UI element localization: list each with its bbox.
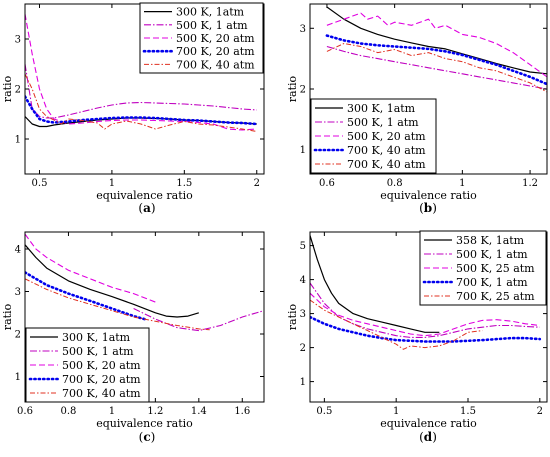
legend-label: 500 K, 1 atm: [456, 248, 528, 261]
y-tick-label: 3: [300, 309, 306, 320]
legend-label: 358 K, 1atm: [456, 234, 525, 247]
x-tick-label: 0.6: [17, 406, 33, 417]
y-tick-label: 1: [300, 145, 306, 156]
series-line-5: [310, 299, 483, 350]
series-group: [325, 6, 547, 93]
legend-label: 300 K, 1atm: [176, 6, 245, 19]
x-tick-label: 1.4: [191, 406, 207, 417]
panel-caption: (b): [419, 201, 437, 215]
y-tick-label: 2: [15, 330, 21, 341]
y-axis-label: ratio: [286, 303, 299, 330]
y-tick-label: 5: [300, 241, 306, 252]
y-tick-label: 1: [15, 135, 21, 146]
y-tick-label: 4: [300, 275, 306, 286]
series-line-3: [25, 233, 156, 303]
legend-label: 500 K, 20 atm: [347, 130, 426, 143]
x-tick-label: 2: [254, 178, 260, 189]
y-axis-label: ratio: [286, 75, 299, 102]
series-line-2: [25, 63, 257, 119]
y-tick-label: 2: [300, 85, 306, 96]
x-tick-label: 1: [109, 178, 115, 189]
series-line-5: [326, 43, 547, 93]
y-tick-label: 1: [15, 372, 21, 383]
legend-label: 700 K, 40 atm: [347, 158, 426, 171]
y-tick-label: 1: [300, 377, 306, 388]
y-tick-label: 2: [300, 343, 306, 354]
legend-label: 700 K, 20 atm: [62, 373, 141, 386]
legend-label: 700 K, 40 atm: [62, 387, 141, 400]
x-axis-label: equivalence ratio: [96, 417, 193, 430]
series-line-3: [326, 12, 547, 78]
series-line-1: [326, 6, 547, 75]
legend-label: 500 K, 20 atm: [62, 359, 141, 372]
chart-panel-c: 0.6 0.8 1 1.2 1.4 1.6 1 2 3 4 equivalence ratio rat…: [1, 231, 265, 444]
legend-label: 500 K, 1 atm: [176, 19, 248, 32]
panel-caption: (d): [419, 430, 437, 444]
x-tick-label: 1.5: [460, 406, 476, 417]
legend-label: 500 K, 25 atm: [456, 262, 535, 275]
x-tick-label: 0.5: [32, 178, 48, 189]
panel-caption: (a): [138, 201, 155, 215]
series-line-1: [310, 235, 440, 333]
x-axis-label: equivalence ratio: [380, 417, 477, 430]
legend-label: 700 K, 40 atm: [347, 144, 426, 157]
x-axis-label: equivalence ratio: [380, 189, 477, 202]
x-tick-label: 0.5: [316, 406, 332, 417]
series-line-5: [25, 278, 210, 331]
legend-label: 700 K, 25 atm: [456, 290, 535, 303]
y-axis-label: ratio: [1, 303, 14, 330]
y-tick-label: 3: [15, 287, 21, 298]
legend-box: [25, 327, 150, 403]
series-group: [25, 233, 264, 332]
x-tick-label: 0.8: [387, 178, 403, 189]
series-line-3: [25, 13, 257, 131]
series-line-2: [133, 308, 264, 332]
series-line-4: [325, 34, 547, 86]
x-tick-label: 1.2: [522, 178, 538, 189]
legend-label: 300 K, 1atm: [347, 102, 416, 115]
legend-box: [139, 2, 264, 74]
x-tick-label: 0.8: [61, 406, 77, 417]
series-line-3: [310, 292, 540, 337]
series-line-4: [25, 95, 259, 126]
chart-panel-d: 0.5 1 1.5 2 1 2 3 4 5 equivalence ratio ratio 358 K…: [286, 230, 548, 444]
series-line-2: [326, 45, 547, 90]
series-line-1: [25, 244, 199, 318]
legend-box: [310, 98, 437, 174]
chart-panel-b: 0.6 0.8 1 1.2 1 2 3 equivalence ratio ratio 300 K…: [286, 3, 548, 215]
legend-label: 300 K, 1atm: [62, 331, 131, 344]
x-tick-label: 0.6: [319, 178, 335, 189]
y-tick-label: 3: [300, 24, 306, 35]
legend-box: [419, 230, 547, 306]
x-tick-label: 1: [459, 178, 465, 189]
chart-panel-a: 0.5 1 1.5 2 1 2 3 equivalence ratio ratio 300 K, …: [1, 2, 265, 215]
y-tick-label: 4: [15, 245, 21, 256]
x-tick-label: 1: [109, 406, 115, 417]
y-tick-label: 2: [15, 85, 21, 96]
x-tick-label: 1.2: [147, 406, 163, 417]
x-axis-label: equivalence ratio: [96, 189, 193, 202]
series-line-4: [25, 271, 146, 321]
y-tick-label: 3: [15, 35, 21, 46]
legend-label: 500 K, 1 atm: [62, 345, 134, 358]
series-line-4: [310, 315, 542, 343]
legend-label: 700 K, 20 atm: [176, 45, 255, 58]
x-tick-label: 1: [393, 406, 399, 417]
x-tick-label: 1.5: [176, 178, 192, 189]
panel-caption: (c): [139, 430, 156, 444]
series-group: [310, 235, 542, 350]
legend-label: 500 K, 1 atm: [347, 116, 419, 129]
x-tick-label: 2: [537, 406, 543, 417]
x-tick-label: 1.6: [234, 406, 250, 417]
legend-label: 700 K, 1 atm: [456, 276, 528, 289]
series-group: [25, 13, 259, 132]
legend-label: 700 K, 40 atm: [176, 58, 255, 71]
legend-label: 500 K, 20 atm: [176, 32, 255, 45]
y-axis-label: ratio: [1, 75, 14, 102]
